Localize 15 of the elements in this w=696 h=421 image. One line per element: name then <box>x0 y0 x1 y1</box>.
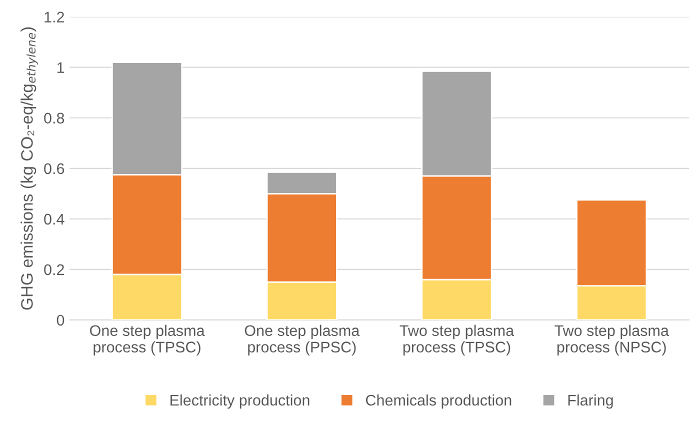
y-axis-title: GHG emissions (kg CO₂-eq/kg$_{ethylene}$) <box>20 27 38 310</box>
x-tick-label: One step plasma process (PPSC) <box>244 324 360 356</box>
y-tick-label: 0 <box>56 314 64 326</box>
y-tick-label: 0.2 <box>44 264 64 276</box>
y-tick-label: 0.6 <box>44 163 64 174</box>
y-tick-label: 1.2 <box>44 12 64 22</box>
y-tick-label: 0.4 <box>44 214 64 225</box>
legend-label: Flaring <box>568 394 613 409</box>
legend-label: Chemicals production <box>366 394 512 409</box>
x-tick-label: Two step plasma process (TPSC) <box>400 324 514 356</box>
x-tick-label: One step plasma process (TPSC) <box>90 324 205 356</box>
y-tick-label: 1 <box>57 62 64 73</box>
y-tick-label: 0.8 <box>44 112 64 124</box>
legend-label: Electricity production <box>170 394 310 409</box>
x-tick-label: Two step plasma process (NPSC) <box>554 324 669 356</box>
